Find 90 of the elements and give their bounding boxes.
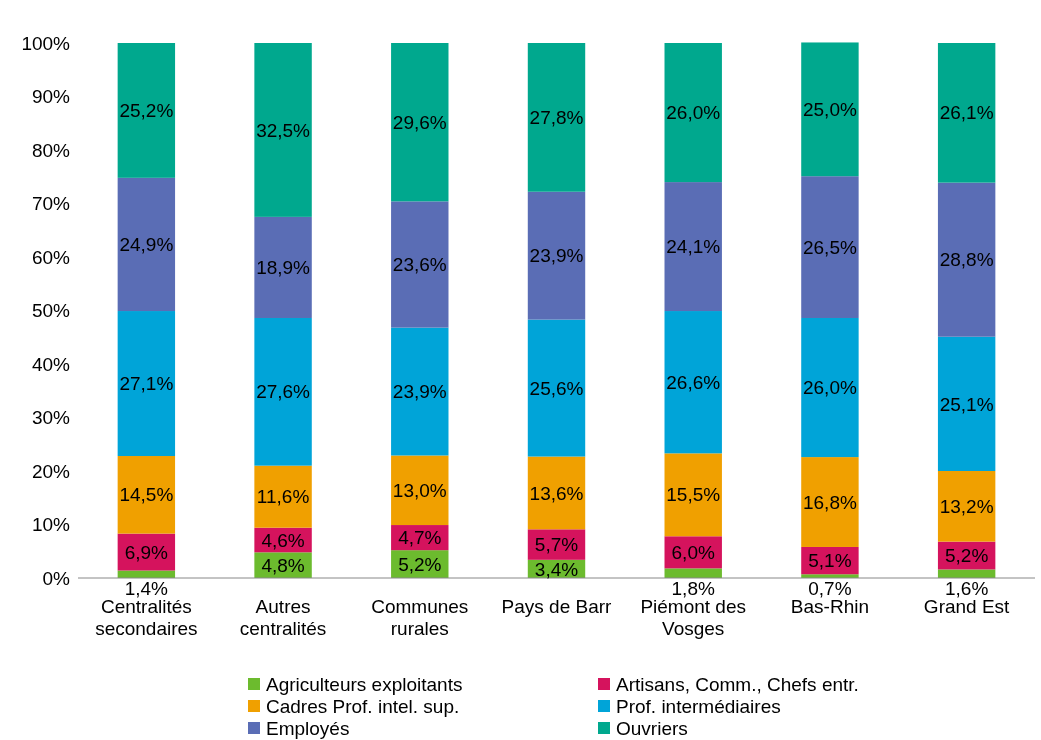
data-label: 11,6% (256, 486, 310, 508)
data-label: 5,7% (534, 534, 579, 556)
y-tick-label: 0% (42, 567, 71, 589)
bar (254, 43, 312, 217)
bar (117, 456, 176, 534)
bar (117, 177, 176, 312)
y-tick-label: 70% (31, 193, 71, 215)
bar (527, 456, 586, 530)
data-label: 25,1% (939, 393, 994, 415)
bar (937, 569, 996, 578)
data-label: 16,8% (802, 491, 857, 513)
data-label: 28,8% (939, 249, 994, 271)
data-label: 1,6% (944, 578, 989, 600)
legend-label: Artisans, Comm., Chefs entr. (616, 673, 859, 695)
x-tick-label: Autres centralités (239, 596, 327, 639)
data-label: 26,6% (666, 371, 721, 393)
data-label: 4,7% (398, 527, 442, 549)
y-tick-label: 20% (31, 460, 71, 482)
bar (664, 311, 722, 454)
bar (937, 471, 996, 542)
y-tick-label: 80% (31, 139, 71, 161)
data-label: 5,2% (944, 545, 989, 567)
bar (527, 43, 586, 192)
data-label: 5,2% (398, 553, 442, 575)
bar (391, 43, 449, 202)
data-label: 26,1% (939, 102, 994, 124)
bar (117, 311, 176, 457)
bar (801, 457, 859, 547)
data-label: 3,4% (534, 558, 579, 580)
bar (937, 182, 996, 337)
y-tick-label: 100% (21, 32, 71, 54)
data-label: 23,9% (392, 381, 447, 403)
y-tick-label: 10% (31, 514, 71, 536)
bar (117, 43, 176, 178)
data-label: 6,9% (124, 541, 169, 563)
data-label: 32,5% (256, 119, 311, 141)
bar (391, 201, 449, 328)
data-label: 23,6% (392, 254, 447, 276)
data-label: 27,6% (256, 381, 311, 403)
data-label: 27,1% (119, 373, 174, 395)
x-tick-label: Pays de Barr (501, 596, 613, 617)
data-label: 13,0% (392, 479, 447, 501)
bar (254, 317, 312, 466)
bar (937, 336, 996, 471)
legend-label: Employés (266, 717, 350, 739)
data-label: 25,2% (119, 100, 174, 122)
legend-label: Prof. intermédiaires (616, 695, 781, 717)
legend-label: Ouvriers (616, 717, 688, 739)
data-label: 25,6% (529, 377, 584, 399)
bar (664, 568, 722, 578)
data-label: 24,9% (119, 234, 174, 256)
data-label: 5,1% (808, 550, 852, 572)
data-label: 25,0% (802, 98, 857, 120)
bar (664, 182, 722, 312)
data-label: 15,5% (666, 484, 721, 506)
data-label: 18,9% (256, 257, 311, 279)
bar (937, 43, 996, 183)
bar (801, 42, 859, 177)
data-label: 27,8% (529, 107, 584, 129)
data-label: 0,7% (808, 578, 852, 600)
bar (254, 465, 312, 528)
data-label: 13,6% (529, 482, 584, 504)
bar (391, 455, 449, 526)
data-label: 26,5% (802, 236, 857, 258)
bar (254, 216, 312, 318)
data-label: 26,0% (802, 377, 857, 399)
data-label: 13,2% (939, 495, 994, 517)
data-label: 26,0% (666, 102, 721, 124)
legend-label: Agriculteurs exploitants (266, 673, 463, 695)
bar (801, 317, 859, 458)
bar (527, 191, 586, 320)
data-label: 6,0% (671, 541, 715, 563)
data-label: 4,6% (261, 529, 305, 551)
x-tick-label: Communes rurales (371, 596, 469, 639)
data-label: 4,8% (261, 554, 305, 576)
bar (527, 319, 586, 457)
y-tick-label: 90% (31, 86, 71, 108)
data-label: 14,5% (119, 484, 174, 506)
y-tick-label: 50% (31, 300, 71, 322)
y-tick-label: 60% (31, 246, 71, 268)
data-label: 23,9% (529, 245, 584, 267)
bar (801, 176, 859, 318)
bar (391, 327, 449, 456)
bar (664, 43, 722, 183)
y-tick-label: 30% (31, 407, 71, 429)
data-label: 29,6% (392, 111, 447, 133)
data-label: 24,1% (666, 236, 721, 258)
legend-label: Cadres Prof. intel. sup. (266, 695, 460, 717)
bar (664, 453, 722, 537)
y-tick-label: 40% (31, 353, 71, 375)
